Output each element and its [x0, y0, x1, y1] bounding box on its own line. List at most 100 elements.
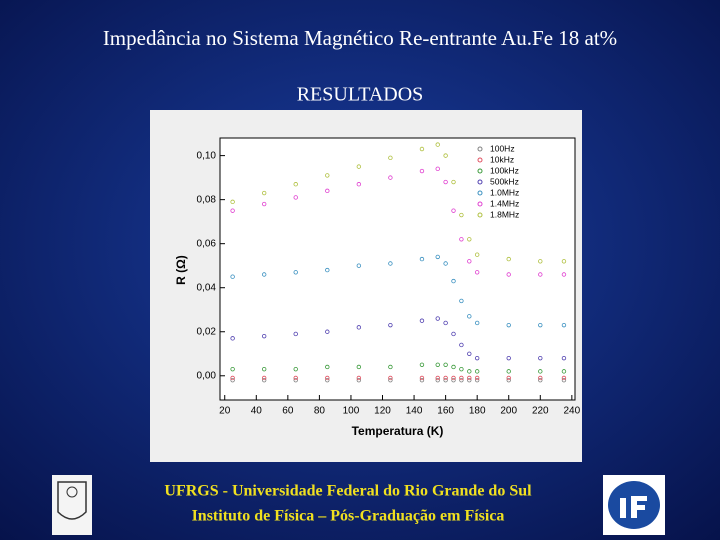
point — [356, 164, 362, 169]
point — [459, 342, 464, 348]
point — [230, 375, 235, 381]
point — [451, 208, 456, 213]
point — [467, 351, 472, 356]
legend-marker — [477, 179, 483, 185]
legend-label: 100kHz — [490, 165, 519, 175]
point — [467, 259, 472, 264]
point — [443, 261, 448, 266]
point — [538, 272, 543, 277]
point — [538, 322, 543, 328]
point — [443, 153, 448, 158]
point — [230, 336, 235, 341]
x-tick-label: 240 — [564, 406, 581, 417]
point — [388, 322, 393, 328]
point — [451, 377, 456, 383]
point — [293, 375, 298, 381]
point — [419, 146, 425, 152]
y-tick-label: 0,02 — [197, 326, 217, 337]
legend-marker — [477, 190, 483, 196]
point — [561, 369, 567, 374]
point — [474, 369, 480, 374]
point — [435, 375, 440, 381]
legend-label: 1.0MHz — [490, 187, 519, 197]
left-logo — [52, 475, 92, 535]
plot: 0,00 0,02 0,04 0,06 0,08 0,10 20 40 60 80 100 120 14… — [174, 142, 581, 438]
slide-heading: RESULTADOS — [297, 84, 424, 106]
point — [443, 375, 448, 381]
point — [261, 366, 267, 372]
y-tick-label: 0,04 — [197, 282, 217, 293]
legend-label: 1.4MHz — [490, 198, 519, 208]
point — [474, 355, 480, 361]
point — [561, 377, 567, 383]
point — [261, 333, 267, 339]
point — [538, 375, 543, 381]
point — [435, 142, 440, 147]
point — [419, 318, 425, 323]
point — [419, 168, 425, 174]
point — [293, 270, 298, 275]
x-tick-label: 100 — [343, 406, 360, 417]
legend-label: 1.8MHz — [490, 209, 519, 219]
legend-marker — [477, 157, 483, 163]
point — [538, 369, 543, 374]
point — [451, 179, 456, 185]
point — [293, 377, 298, 383]
point — [506, 355, 511, 361]
point — [419, 256, 425, 262]
point — [561, 355, 567, 361]
point — [261, 375, 267, 381]
point — [451, 375, 456, 381]
x-tick-label: 40 — [251, 406, 263, 417]
point — [467, 314, 472, 319]
plot-area — [219, 137, 576, 401]
point — [435, 316, 440, 321]
x-tick-label: 20 — [219, 406, 231, 417]
point — [467, 377, 472, 383]
point — [443, 179, 448, 185]
legend-label: 10kHz — [490, 154, 514, 164]
point — [230, 208, 235, 213]
x-axis-label: Temperatura (K) — [352, 424, 444, 438]
point — [506, 272, 511, 277]
y-tick-label: 0,08 — [197, 194, 217, 205]
point — [435, 254, 440, 260]
point — [435, 362, 440, 367]
point — [230, 199, 235, 205]
x-tick-label: 120 — [374, 406, 391, 417]
point — [261, 190, 267, 196]
point — [388, 261, 393, 266]
right-logo — [603, 475, 665, 535]
point — [561, 259, 567, 264]
point — [261, 272, 267, 277]
point — [506, 369, 511, 374]
point — [451, 364, 456, 370]
point — [230, 366, 235, 372]
point — [506, 256, 511, 262]
point — [443, 320, 448, 326]
point — [356, 182, 362, 187]
x-tick-label: 220 — [532, 406, 549, 417]
point — [419, 362, 425, 367]
point — [443, 362, 448, 367]
x-tick-label: 200 — [500, 406, 517, 417]
x-tick-label: 180 — [469, 406, 486, 417]
point — [474, 252, 480, 257]
point — [325, 173, 330, 178]
point — [506, 377, 511, 383]
point — [474, 375, 480, 381]
point — [467, 375, 472, 381]
point — [435, 166, 440, 172]
point — [356, 377, 362, 383]
point — [388, 155, 393, 161]
point — [293, 331, 298, 337]
x-tick-label: 80 — [314, 406, 326, 417]
legend-marker — [477, 146, 483, 152]
point — [467, 369, 472, 374]
y-tick-label: 0,00 — [197, 370, 217, 381]
x-tick-label: 140 — [406, 406, 423, 417]
point — [538, 377, 543, 383]
point — [474, 270, 480, 275]
point — [356, 364, 362, 370]
point — [388, 377, 393, 383]
